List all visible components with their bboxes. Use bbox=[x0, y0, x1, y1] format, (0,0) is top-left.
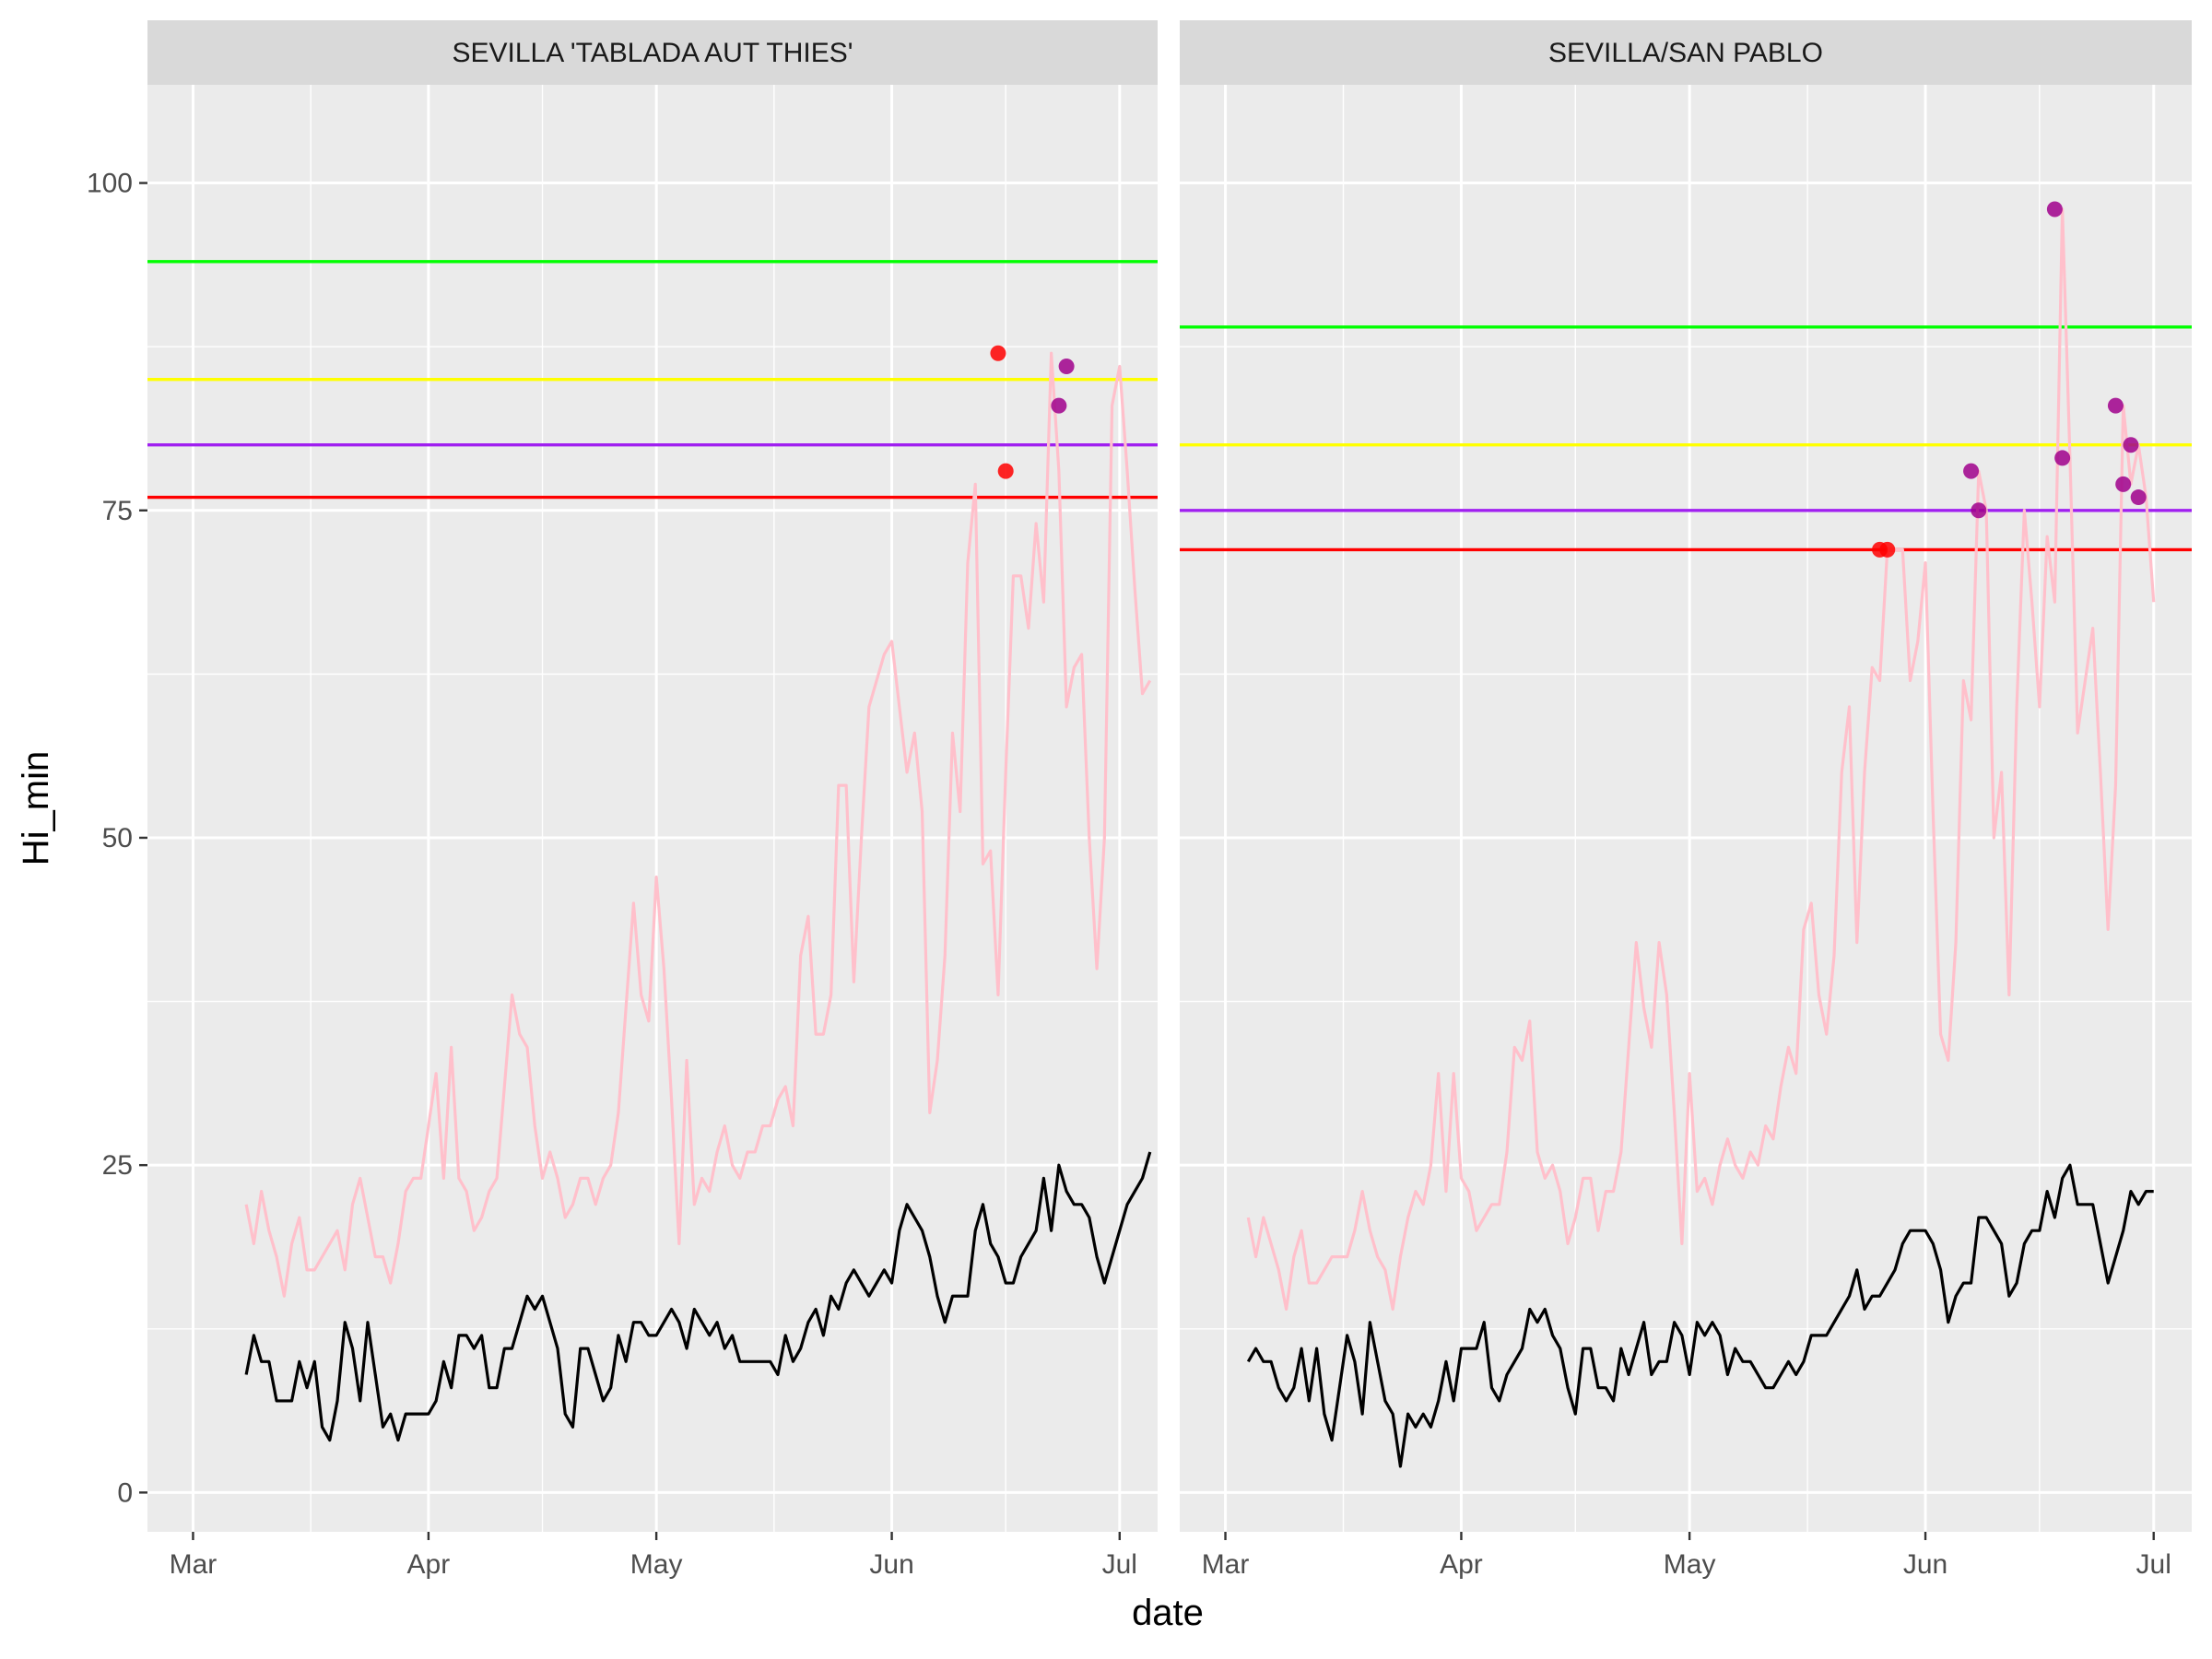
y-tick-label: 50 bbox=[102, 823, 133, 853]
x-tick-label: Apr bbox=[1440, 1549, 1483, 1580]
highlight-point bbox=[997, 463, 1014, 479]
x-tick-label: Jul bbox=[1102, 1549, 1137, 1580]
highlight-point bbox=[2130, 489, 2147, 506]
x-tick-label: Mar bbox=[170, 1549, 218, 1580]
highlight-point bbox=[1879, 541, 1896, 558]
series-line-max bbox=[1246, 207, 2156, 1312]
y-tick-label: 75 bbox=[102, 496, 133, 526]
x-axis-title: date bbox=[1132, 1593, 1204, 1633]
facet-panel-1: SEVILLA 'TABLADA AUT THIES' Mar Apr May Jun J… bbox=[147, 20, 1158, 1580]
highlight-point bbox=[1051, 397, 1067, 414]
panel-background bbox=[147, 85, 1158, 1532]
highlight-point bbox=[2123, 437, 2139, 453]
highlight-point bbox=[1058, 358, 1075, 374]
facet-strip bbox=[147, 20, 1158, 85]
y-axis: 0 25 50 75 100 bbox=[87, 169, 147, 1508]
x-tick-label: May bbox=[630, 1549, 683, 1580]
highlight-point bbox=[2107, 397, 2124, 414]
y-axis-title: Hi_min bbox=[16, 751, 56, 865]
series-line-min bbox=[1246, 1163, 2154, 1468]
series-line-max bbox=[244, 351, 1152, 1298]
facet-strip bbox=[1180, 20, 2192, 85]
x-tick-label: Mar bbox=[1202, 1549, 1250, 1580]
highlight-point bbox=[1963, 463, 1980, 479]
y-tick-label: 25 bbox=[102, 1150, 133, 1181]
x-tick-label: Apr bbox=[407, 1549, 451, 1580]
highlight-point bbox=[1971, 502, 1987, 519]
y-tick-label: 100 bbox=[87, 169, 133, 199]
facet-strip-label: SEVILLA 'TABLADA AUT THIES' bbox=[453, 38, 853, 68]
y-tick-label: 0 bbox=[117, 1477, 133, 1508]
highlight-point bbox=[990, 345, 1006, 361]
panels-layer: SEVILLA 'TABLADA AUT THIES' Mar Apr May Jun J… bbox=[147, 20, 2192, 1580]
x-tick-label: Jun bbox=[869, 1549, 913, 1580]
facet-panel-2: SEVILLA/SAN PABLO Mar Apr May Jun Jul bbox=[1180, 20, 2192, 1580]
x-tick-label: Jun bbox=[1903, 1549, 1947, 1580]
facet-strip-label: SEVILLA/SAN PABLO bbox=[1548, 38, 1823, 68]
x-tick-label: May bbox=[1664, 1549, 1716, 1580]
highlight-point bbox=[2046, 201, 2063, 218]
x-tick-label: Jul bbox=[2136, 1549, 2171, 1580]
highlight-point bbox=[2054, 450, 2071, 466]
series-line-min bbox=[244, 1151, 1152, 1442]
highlight-point bbox=[2115, 476, 2132, 492]
